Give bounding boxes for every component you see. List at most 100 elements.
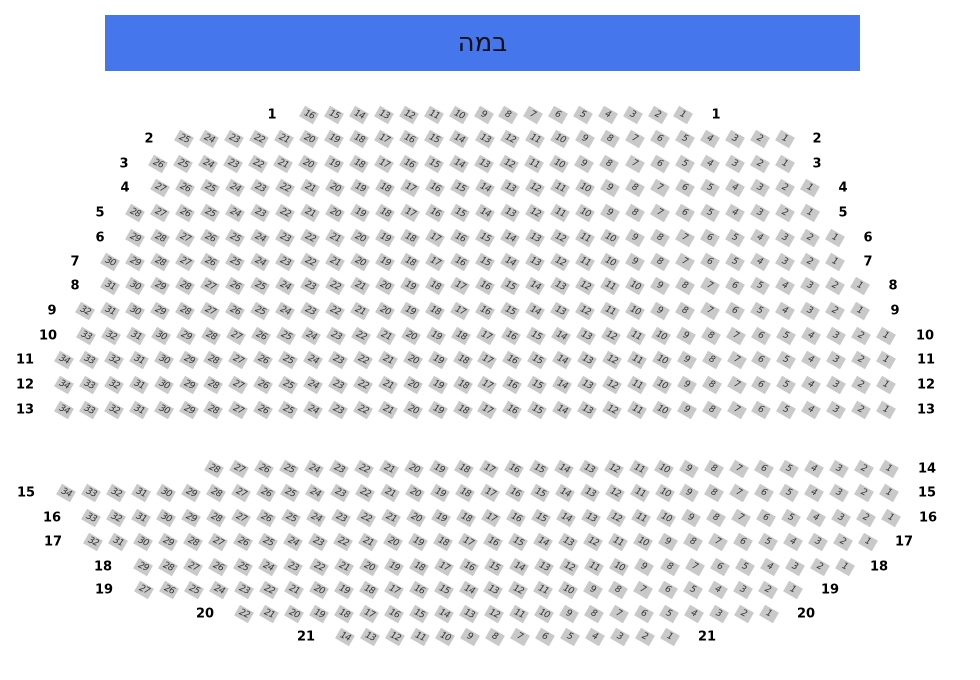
seat-row-16-14[interactable]: 14 bbox=[556, 508, 576, 528]
seat-row-11-15[interactable]: 15 bbox=[527, 350, 548, 370]
seat-row-19-8[interactable]: 8 bbox=[608, 580, 629, 600]
seat-row-19-9[interactable]: 9 bbox=[583, 580, 604, 600]
seat-row-19-12[interactable]: 12 bbox=[508, 580, 529, 600]
seat-row-4-13[interactable]: 13 bbox=[500, 178, 520, 198]
seat-row-11-32[interactable]: 32 bbox=[103, 350, 124, 370]
seat-row-5-23[interactable]: 23 bbox=[250, 203, 270, 223]
seat-row-7-12[interactable]: 12 bbox=[550, 252, 570, 272]
seat-row-1-5[interactable]: 5 bbox=[573, 105, 594, 125]
seat-row-19-11[interactable]: 11 bbox=[533, 580, 554, 600]
seat-row-14-21[interactable]: 21 bbox=[379, 459, 399, 479]
seat-row-9-20[interactable]: 20 bbox=[375, 301, 395, 321]
seat-row-16-17[interactable]: 17 bbox=[481, 508, 501, 528]
seat-row-4-2[interactable]: 2 bbox=[775, 178, 795, 198]
seat-row-18-5[interactable]: 5 bbox=[734, 557, 755, 577]
seat-row-17-28[interactable]: 28 bbox=[183, 532, 203, 552]
seat-row-17-3[interactable]: 3 bbox=[808, 532, 828, 552]
seat-row-12-23[interactable]: 23 bbox=[328, 375, 348, 395]
seat-row-20-20[interactable]: 20 bbox=[284, 604, 304, 624]
seat-row-11-21[interactable]: 21 bbox=[377, 350, 398, 370]
seat-row-11-5[interactable]: 5 bbox=[776, 350, 797, 370]
seat-row-11-1[interactable]: 1 bbox=[876, 350, 896, 370]
seat-row-14-9[interactable]: 9 bbox=[679, 459, 699, 479]
seat-row-2-25[interactable]: 25 bbox=[174, 129, 194, 149]
seat-row-13-18[interactable]: 18 bbox=[452, 400, 473, 420]
seat-row-13-22[interactable]: 22 bbox=[352, 400, 373, 420]
seat-row-5-21[interactable]: 21 bbox=[300, 203, 320, 223]
seat-row-11-10[interactable]: 10 bbox=[651, 350, 672, 370]
seat-row-4-5[interactable]: 5 bbox=[700, 178, 720, 198]
seat-row-12-16[interactable]: 16 bbox=[502, 375, 523, 395]
seat-row-9-24[interactable]: 24 bbox=[275, 301, 295, 321]
seat-row-6-24[interactable]: 24 bbox=[250, 228, 270, 248]
seat-row-3-8[interactable]: 8 bbox=[599, 154, 620, 174]
seat-row-15-28[interactable]: 28 bbox=[205, 483, 226, 503]
seat-row-18-12[interactable]: 12 bbox=[559, 557, 580, 577]
seat-row-11-4[interactable]: 4 bbox=[801, 350, 822, 370]
seat-row-12-33[interactable]: 33 bbox=[78, 375, 99, 395]
seat-row-3-24[interactable]: 24 bbox=[198, 154, 219, 174]
seat-row-17-24[interactable]: 24 bbox=[283, 532, 303, 552]
seat-row-2-9[interactable]: 9 bbox=[574, 129, 595, 149]
seat-row-4-22[interactable]: 22 bbox=[275, 178, 295, 198]
seat-row-4-21[interactable]: 21 bbox=[300, 178, 320, 198]
seat-row-5-20[interactable]: 20 bbox=[325, 203, 345, 223]
seat-row-17-18[interactable]: 18 bbox=[433, 532, 453, 552]
seat-row-12-8[interactable]: 8 bbox=[701, 375, 722, 395]
seat-row-10-11[interactable]: 11 bbox=[626, 326, 646, 346]
seat-row-15-29[interactable]: 29 bbox=[180, 483, 201, 503]
seat-row-4-14[interactable]: 14 bbox=[475, 178, 495, 198]
seat-row-8-3[interactable]: 3 bbox=[800, 276, 820, 296]
seat-row-17-12[interactable]: 12 bbox=[583, 532, 603, 552]
seat-row-17-30[interactable]: 30 bbox=[133, 532, 153, 552]
seat-row-1-6[interactable]: 6 bbox=[548, 105, 569, 125]
seat-row-21-7[interactable]: 7 bbox=[510, 627, 530, 647]
seat-row-3-25[interactable]: 25 bbox=[173, 154, 194, 174]
seat-row-19-5[interactable]: 5 bbox=[683, 580, 704, 600]
seat-row-16-33[interactable]: 33 bbox=[81, 508, 101, 528]
seat-row-12-20[interactable]: 20 bbox=[402, 375, 423, 395]
seat-row-16-29[interactable]: 29 bbox=[181, 508, 201, 528]
seat-row-11-33[interactable]: 33 bbox=[78, 350, 99, 370]
seat-row-11-29[interactable]: 29 bbox=[178, 350, 199, 370]
seat-row-8-2[interactable]: 2 bbox=[825, 276, 845, 296]
seat-row-10-6[interactable]: 6 bbox=[751, 326, 771, 346]
seat-row-12-3[interactable]: 3 bbox=[826, 375, 847, 395]
seat-row-16-21[interactable]: 21 bbox=[381, 508, 401, 528]
seat-row-21-1[interactable]: 1 bbox=[660, 627, 680, 647]
seat-row-5-22[interactable]: 22 bbox=[275, 203, 295, 223]
seat-row-14-11[interactable]: 11 bbox=[629, 459, 649, 479]
seat-row-17-26[interactable]: 26 bbox=[233, 532, 253, 552]
seat-row-13-25[interactable]: 25 bbox=[278, 400, 299, 420]
seat-row-14-4[interactable]: 4 bbox=[804, 459, 824, 479]
seat-row-18-29[interactable]: 29 bbox=[133, 557, 153, 577]
seat-row-7-26[interactable]: 26 bbox=[200, 252, 220, 272]
seat-row-20-3[interactable]: 3 bbox=[709, 604, 729, 624]
seat-row-8-18[interactable]: 18 bbox=[425, 276, 445, 296]
seat-row-16-7[interactable]: 7 bbox=[731, 508, 751, 528]
seat-row-9-2[interactable]: 2 bbox=[825, 301, 845, 321]
seat-row-9-14[interactable]: 14 bbox=[525, 301, 545, 321]
seat-row-20-9[interactable]: 9 bbox=[559, 604, 579, 624]
seat-row-18-2[interactable]: 2 bbox=[809, 557, 830, 577]
seat-row-17-5[interactable]: 5 bbox=[758, 532, 778, 552]
seat-row-13-9[interactable]: 9 bbox=[676, 400, 697, 420]
seat-row-7-14[interactable]: 14 bbox=[500, 252, 520, 272]
seat-row-10-14[interactable]: 14 bbox=[551, 326, 571, 346]
seat-row-12-13[interactable]: 13 bbox=[577, 375, 598, 395]
seat-row-4-12[interactable]: 12 bbox=[525, 178, 545, 198]
seat-row-2-1[interactable]: 1 bbox=[775, 129, 795, 149]
seat-row-12-14[interactable]: 14 bbox=[552, 375, 573, 395]
seat-row-2-22[interactable]: 22 bbox=[249, 129, 270, 149]
seat-row-16-10[interactable]: 10 bbox=[656, 508, 676, 528]
seat-row-10-5[interactable]: 5 bbox=[776, 326, 796, 346]
seat-row-9-8[interactable]: 8 bbox=[675, 301, 695, 321]
seat-row-10-7[interactable]: 7 bbox=[726, 326, 746, 346]
seat-row-17-16[interactable]: 16 bbox=[483, 532, 503, 552]
seat-row-2-3[interactable]: 3 bbox=[724, 129, 745, 149]
seat-row-21-3[interactable]: 3 bbox=[610, 627, 630, 647]
seat-row-13-34[interactable]: 34 bbox=[54, 400, 74, 420]
seat-row-15-10[interactable]: 10 bbox=[654, 483, 675, 503]
seat-row-7-13[interactable]: 13 bbox=[525, 252, 545, 272]
seat-row-19-23[interactable]: 23 bbox=[233, 580, 254, 600]
